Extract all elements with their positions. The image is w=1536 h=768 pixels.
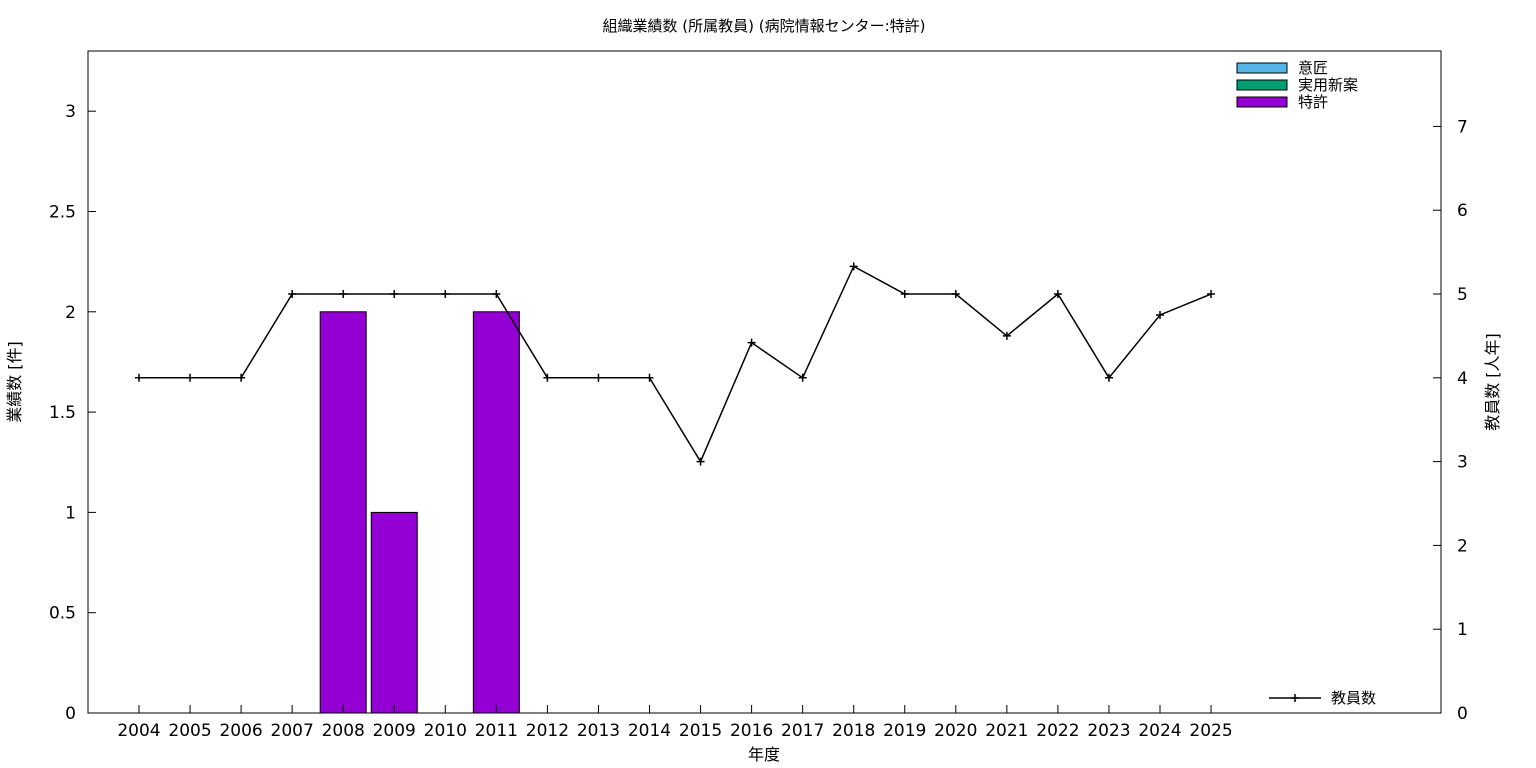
x-tick-label: 2016 bbox=[730, 721, 773, 741]
y2-tick-label: 6 bbox=[1457, 201, 1468, 221]
y-axis-title: 業績数 [件] bbox=[5, 341, 24, 423]
bar bbox=[472, 311, 520, 714]
line-legend: 教員数 bbox=[1269, 689, 1376, 707]
x-axis-title: 年度 bbox=[748, 745, 780, 764]
x-tick-label: 2024 bbox=[1138, 721, 1181, 741]
y2-tick-label: 0 bbox=[1457, 704, 1468, 724]
x-tick-label: 2019 bbox=[883, 721, 926, 741]
x-tick-label: 2010 bbox=[424, 721, 467, 741]
line-point bbox=[1104, 373, 1113, 382]
line-point bbox=[1002, 331, 1011, 340]
legend-label: 特許 bbox=[1298, 93, 1328, 111]
line-point bbox=[492, 290, 501, 299]
x-tick-label: 2021 bbox=[985, 721, 1028, 741]
legend-swatch bbox=[1236, 79, 1288, 91]
line-point bbox=[1053, 290, 1062, 299]
line-point bbox=[237, 373, 246, 382]
y-tick-label: 1 bbox=[65, 503, 76, 523]
x-tick-label: 2015 bbox=[679, 721, 722, 741]
y2-tick-label: 2 bbox=[1457, 536, 1468, 556]
x-tick-label: 2018 bbox=[832, 721, 875, 741]
x-tick-label: 2008 bbox=[322, 721, 365, 741]
bar bbox=[319, 311, 367, 714]
line-point bbox=[798, 373, 807, 382]
line-point bbox=[594, 373, 603, 382]
y2-tick-label: 4 bbox=[1457, 369, 1468, 389]
y-tick-label: 3 bbox=[65, 102, 76, 122]
bars-layer bbox=[319, 311, 520, 714]
x-tick-label: 2005 bbox=[168, 721, 211, 741]
chart-title: 組織業績数 (所属教員) (病院情報センター:特許) bbox=[602, 17, 925, 35]
y2-tick-label: 1 bbox=[1457, 620, 1468, 640]
legend-label: 実用新案 bbox=[1298, 76, 1358, 94]
y-tick-label: 2 bbox=[65, 303, 76, 323]
y2-tick-label: 5 bbox=[1457, 285, 1468, 305]
x-tick-label: 2011 bbox=[475, 721, 518, 741]
x-tick-label: 2012 bbox=[526, 721, 569, 741]
line-point bbox=[951, 290, 960, 299]
line-point bbox=[339, 290, 348, 299]
y-tick-label: 2.5 bbox=[49, 202, 76, 222]
line-layer bbox=[135, 262, 1216, 466]
series-line bbox=[139, 265, 1212, 464]
y2-tick-label: 3 bbox=[1457, 453, 1468, 473]
x-tick-label: 2025 bbox=[1189, 721, 1232, 741]
x-axis-ticks: 2004 2005 2006 2007 2008 2009 2010 2011 2012 2013… bbox=[117, 705, 1233, 741]
line-point bbox=[696, 457, 705, 466]
line-point bbox=[1156, 310, 1164, 319]
line-point bbox=[849, 262, 858, 271]
line-point bbox=[1207, 290, 1216, 299]
line-point bbox=[543, 373, 552, 382]
x-tick-label: 2006 bbox=[219, 721, 262, 741]
x-tick-label: 2022 bbox=[1036, 721, 1079, 741]
line-point bbox=[135, 373, 143, 382]
plot-frame bbox=[87, 50, 1442, 714]
bar bbox=[370, 511, 418, 714]
legend-swatch bbox=[1236, 62, 1288, 74]
y2-axis-ticks: 0 1 2 3 4 5 6 7 bbox=[1433, 117, 1468, 724]
y-axis-ticks: 0 0.5 1 1.5 2 2.5 3 bbox=[49, 102, 96, 724]
x-tick-label: 2023 bbox=[1087, 721, 1130, 741]
line-point bbox=[288, 290, 297, 299]
x-tick-label: 2007 bbox=[271, 721, 314, 741]
x-tick-label: 2009 bbox=[373, 721, 416, 741]
line-point bbox=[645, 373, 654, 382]
y2-tick-label: 7 bbox=[1457, 117, 1468, 137]
x-tick-label: 2017 bbox=[781, 721, 824, 741]
line-point bbox=[747, 338, 756, 347]
legend-swatch bbox=[1236, 96, 1288, 108]
y-tick-label: 1.5 bbox=[49, 403, 76, 423]
x-tick-label: 2013 bbox=[577, 721, 620, 741]
line-point bbox=[390, 290, 399, 299]
line-point bbox=[186, 373, 195, 382]
line-point bbox=[441, 290, 450, 299]
y-tick-label: 0.5 bbox=[49, 604, 76, 624]
legend-label: 意匠 bbox=[1298, 59, 1328, 77]
x-tick-label: 2014 bbox=[628, 721, 671, 741]
legend-label: 教員数 bbox=[1331, 689, 1376, 707]
x-tick-label: 2004 bbox=[117, 721, 160, 741]
y2-axis-title: 教員数 [人年] bbox=[1483, 333, 1502, 431]
x-tick-label: 2020 bbox=[934, 721, 977, 741]
legend-marker bbox=[1291, 694, 1299, 702]
line-point bbox=[900, 290, 909, 299]
y-tick-label: 0 bbox=[65, 704, 76, 724]
